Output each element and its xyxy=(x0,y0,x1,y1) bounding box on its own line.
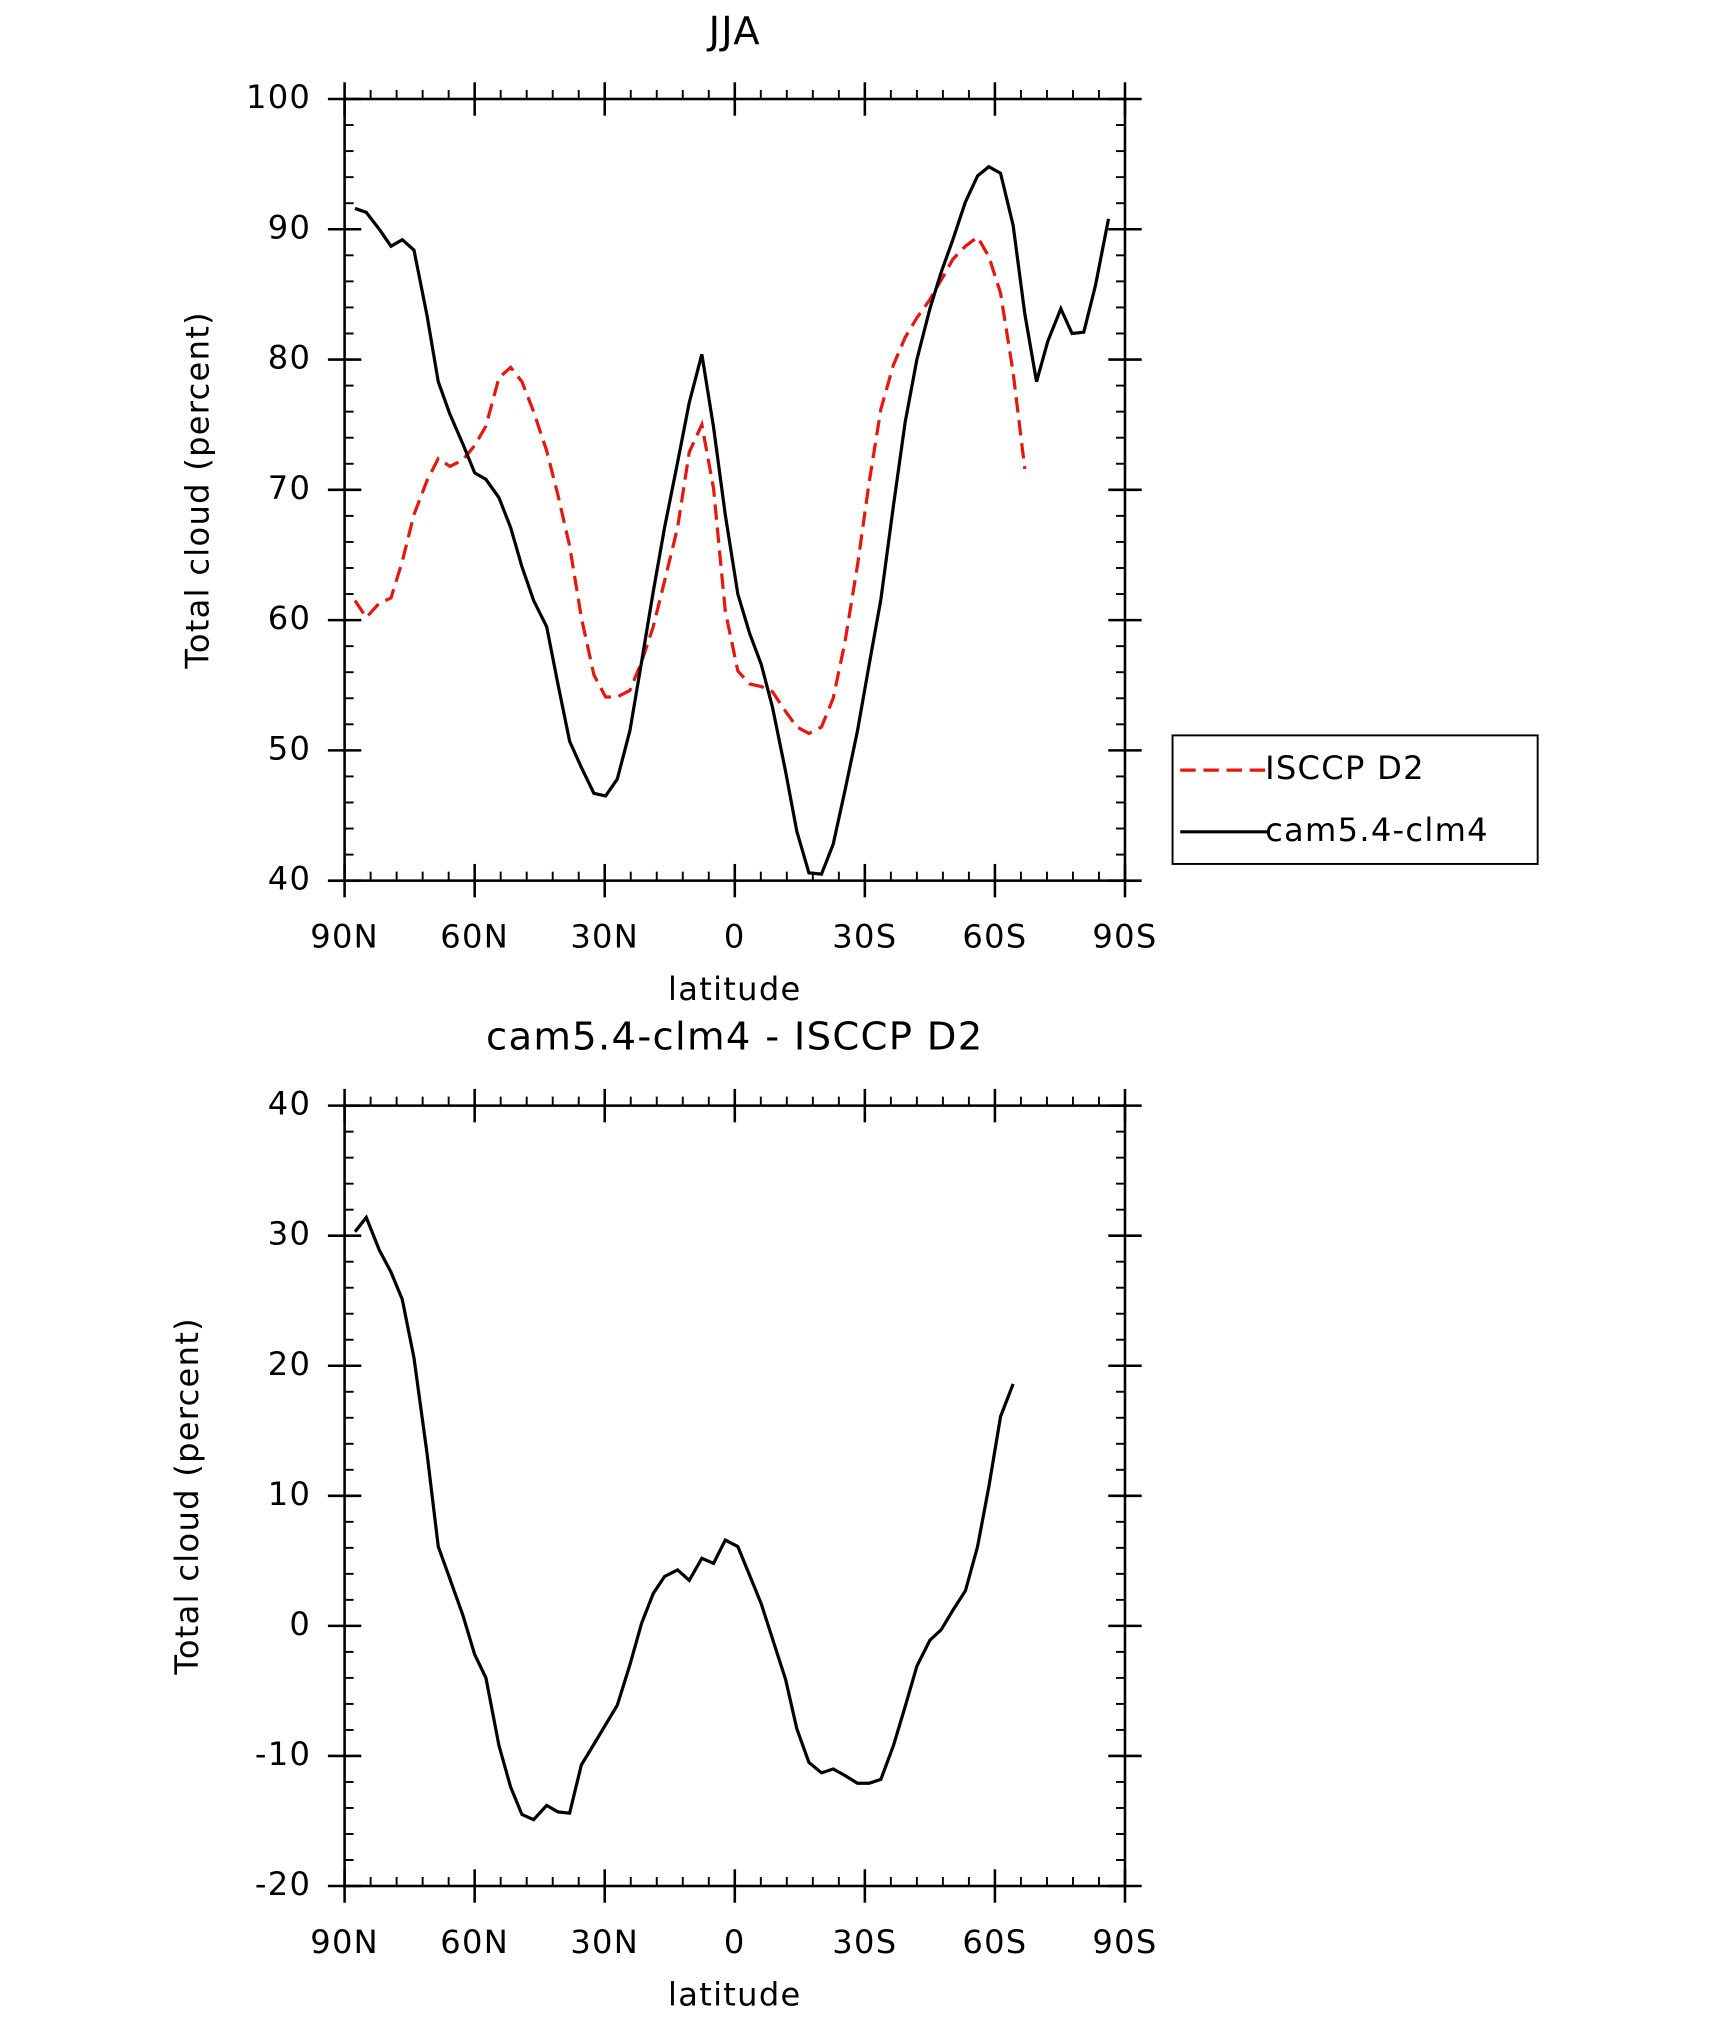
y-tick-label: 90 xyxy=(268,208,311,246)
chart-title: JJA xyxy=(707,9,761,54)
y-tick-label: 10 xyxy=(268,1475,311,1513)
y-tick-label: 40 xyxy=(268,1085,311,1123)
chart-title: cam5.4-clm4 - ISCCP D2 xyxy=(486,1014,984,1059)
x-tick-label: 60N xyxy=(440,918,509,956)
data-line xyxy=(353,234,1027,736)
x-tick-label: 60S xyxy=(962,918,1027,956)
x-axis-label: latitude xyxy=(668,970,802,1008)
y-tick-label: 60 xyxy=(268,599,311,637)
x-tick-label: 30S xyxy=(832,1923,897,1961)
y-tick-label: 50 xyxy=(268,729,311,767)
y-tick-label: 30 xyxy=(268,1215,311,1253)
x-tick-label: 90S xyxy=(1092,918,1157,956)
x-tick-label: 30N xyxy=(570,1923,639,1961)
x-axis-label: latitude xyxy=(668,1976,802,2014)
x-tick-label: 90N xyxy=(310,918,379,956)
x-tick-label: 60S xyxy=(962,1923,1027,1961)
y-tick-label: -10 xyxy=(255,1735,311,1773)
plot-frame xyxy=(343,97,1127,882)
y-axis-label: Total cloud (percent) xyxy=(178,311,216,670)
legend-label: ISCCP D2 xyxy=(1265,749,1425,787)
y-tick-label: 40 xyxy=(268,860,311,898)
x-tick-label: 30S xyxy=(832,918,897,956)
y-tick-label: -20 xyxy=(255,1865,311,1903)
x-tick-label: 60N xyxy=(440,1923,509,1961)
plot-frame xyxy=(343,1104,1127,1888)
data-line xyxy=(354,164,1111,876)
x-tick-label: 90S xyxy=(1092,1923,1157,1961)
y-tick-label: 80 xyxy=(268,339,311,377)
data-line xyxy=(353,1214,1015,1822)
x-tick-label: 0 xyxy=(724,918,746,956)
legend-label: cam5.4-clm4 xyxy=(1265,811,1489,849)
x-tick-label: 30N xyxy=(570,918,639,956)
y-tick-label: 0 xyxy=(289,1605,311,1643)
y-tick-label: 20 xyxy=(268,1345,311,1383)
y-axis-label: Total cloud (percent) xyxy=(168,1317,206,1676)
y-tick-label: 70 xyxy=(268,469,311,507)
x-tick-label: 0 xyxy=(724,1923,746,1961)
x-tick-label: 90N xyxy=(310,1923,379,1961)
legend-box xyxy=(1171,734,1539,865)
y-tick-label: 100 xyxy=(246,78,311,116)
